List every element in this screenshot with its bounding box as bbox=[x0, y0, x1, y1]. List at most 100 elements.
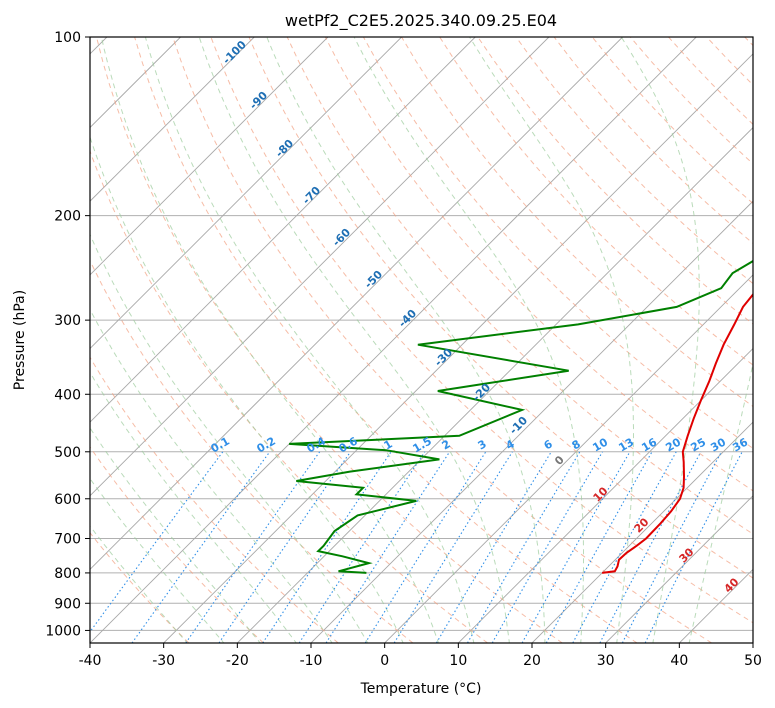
isotherm-line bbox=[310, 200, 753, 643]
mixing-ratio-label: 6 bbox=[542, 437, 555, 452]
isotherm-line bbox=[90, 37, 476, 423]
dry-adiabat-label: -80 bbox=[273, 137, 296, 160]
dry-adiabat-label: 40 bbox=[722, 575, 742, 595]
y-tick-label: 1000 bbox=[45, 623, 81, 639]
y-tick-label: 700 bbox=[54, 532, 81, 548]
dry-adiabat-label: -100 bbox=[220, 38, 249, 67]
y-tick-label: 100 bbox=[54, 30, 81, 46]
mixing-ratio-label: 8 bbox=[570, 437, 583, 452]
dry-adiabat-line bbox=[210, 37, 753, 624]
y-tick-label: 400 bbox=[54, 387, 81, 403]
y-tick-label: 900 bbox=[54, 596, 81, 612]
y-tick-label: 500 bbox=[54, 445, 81, 461]
mixing-ratio-line bbox=[364, 451, 487, 643]
dry-adiabat-label: -40 bbox=[396, 307, 419, 330]
mixing-ratio-label: 0.6 bbox=[337, 434, 361, 455]
isotherm-line bbox=[605, 495, 753, 643]
moist-adiabat-line bbox=[100, 37, 440, 643]
dry-adiabat-line bbox=[90, 531, 190, 643]
x-tick-label: 50 bbox=[744, 653, 762, 669]
isotherm-line bbox=[90, 37, 402, 350]
plot-frame bbox=[89, 36, 754, 644]
dry-adiabat-line bbox=[362, 37, 753, 449]
x-tick-label: -10 bbox=[300, 653, 323, 669]
dry-adiabat-line bbox=[744, 37, 753, 47]
moist-adiabat-line bbox=[469, 37, 634, 643]
y-tick-label: 200 bbox=[54, 209, 81, 225]
dry-adiabat-label: -10 bbox=[507, 414, 530, 437]
isotherm-line bbox=[90, 37, 255, 202]
moist-adiabat-line bbox=[90, 233, 369, 643]
moist-adiabat-line bbox=[353, 37, 584, 643]
dry-adiabat-label: 30 bbox=[677, 545, 697, 565]
mixing-ratio-line bbox=[325, 451, 451, 643]
dry-adiabat-line bbox=[401, 37, 753, 408]
plot-area bbox=[90, 37, 753, 643]
y-tick-label: 600 bbox=[54, 492, 81, 508]
mixing-ratio-line bbox=[218, 451, 351, 643]
mixing-ratio-label: 0.2 bbox=[255, 434, 278, 455]
x-axis-label: Temperature (°C) bbox=[360, 681, 482, 697]
dry-adiabat-label: -20 bbox=[470, 381, 493, 404]
dry-adiabat-line bbox=[90, 356, 339, 643]
dewpoint-line bbox=[289, 259, 753, 574]
temperature-line bbox=[601, 292, 753, 574]
moist-adiabat-line bbox=[266, 37, 546, 643]
dry-adiabat-line bbox=[248, 37, 753, 579]
dry-adiabat-line bbox=[439, 37, 753, 366]
moist-adiabat-line bbox=[620, 37, 700, 643]
isotherm-line bbox=[90, 37, 623, 571]
dry-adiabat-label: 10 bbox=[591, 484, 611, 504]
isotherm-line bbox=[531, 421, 753, 643]
mixing-ratio-line bbox=[572, 451, 677, 643]
y-axis-label: Pressure (hPa) bbox=[12, 290, 28, 390]
dry-adiabat-line bbox=[90, 149, 488, 643]
dry-adiabat-line bbox=[90, 259, 414, 643]
isotherm-line bbox=[90, 37, 550, 497]
dry-adiabat-line bbox=[96, 37, 563, 643]
mixing-ratio-line bbox=[545, 451, 653, 643]
isotherm-line bbox=[752, 642, 753, 643]
moist-adiabat-line bbox=[90, 427, 261, 643]
dry-adiabat-line bbox=[553, 37, 753, 244]
dry-adiabat-label: 20 bbox=[632, 515, 652, 535]
x-tick-label: -20 bbox=[226, 653, 249, 669]
mixing-ratio-label: 0.4 bbox=[305, 434, 329, 455]
mixing-ratio-line bbox=[521, 451, 631, 643]
moist-adiabat-line bbox=[90, 525, 188, 643]
chart-title: wetPf2_C2E5.2025.340.09.25.E04 bbox=[285, 11, 557, 31]
dry-adiabat-label: -60 bbox=[330, 226, 353, 249]
y-tick-label: 800 bbox=[54, 566, 81, 582]
x-tick-label: 10 bbox=[449, 653, 467, 669]
x-tick-label: 30 bbox=[597, 653, 615, 669]
dry-adiabat-label: 0 bbox=[552, 453, 567, 468]
isotherm-line bbox=[90, 37, 329, 276]
isotherm-line bbox=[237, 126, 753, 643]
dry-adiabat-line bbox=[134, 37, 638, 643]
mixing-ratio-line bbox=[599, 451, 702, 643]
mixing-ratio-line bbox=[644, 451, 743, 643]
dry-adiabat-line bbox=[706, 37, 753, 86]
moist-adiabat-line bbox=[90, 371, 297, 643]
mixing-ratio-label: 2 bbox=[440, 437, 453, 452]
x-tick-label: -30 bbox=[152, 653, 175, 669]
isotherm-line bbox=[384, 274, 753, 643]
mixing-ratio-line bbox=[298, 451, 426, 643]
x-tick-label: 20 bbox=[523, 653, 541, 669]
mixing-ratio-line bbox=[185, 451, 321, 643]
moist-adiabat-line bbox=[144, 37, 475, 643]
mixing-ratio-label: 3 bbox=[476, 437, 489, 452]
mixing-ratio-line bbox=[435, 451, 552, 643]
moist-adiabat-line bbox=[90, 308, 333, 643]
moist-adiabat-line bbox=[90, 477, 225, 643]
axes: -40 -30 -20 -10 0 10 20 30 40 5010020030040050060… bbox=[45, 30, 762, 669]
dry-adiabat-line bbox=[90, 446, 264, 643]
x-tick-label: -40 bbox=[79, 653, 102, 669]
y-tick-label: 300 bbox=[54, 313, 81, 329]
isotherm-line bbox=[90, 37, 697, 643]
mixing-ratio-line bbox=[131, 451, 271, 643]
mixing-ratio-line bbox=[262, 451, 392, 643]
dry-adiabat-label: -90 bbox=[247, 89, 270, 112]
mixing-ratio-label: 0.1 bbox=[209, 434, 232, 455]
